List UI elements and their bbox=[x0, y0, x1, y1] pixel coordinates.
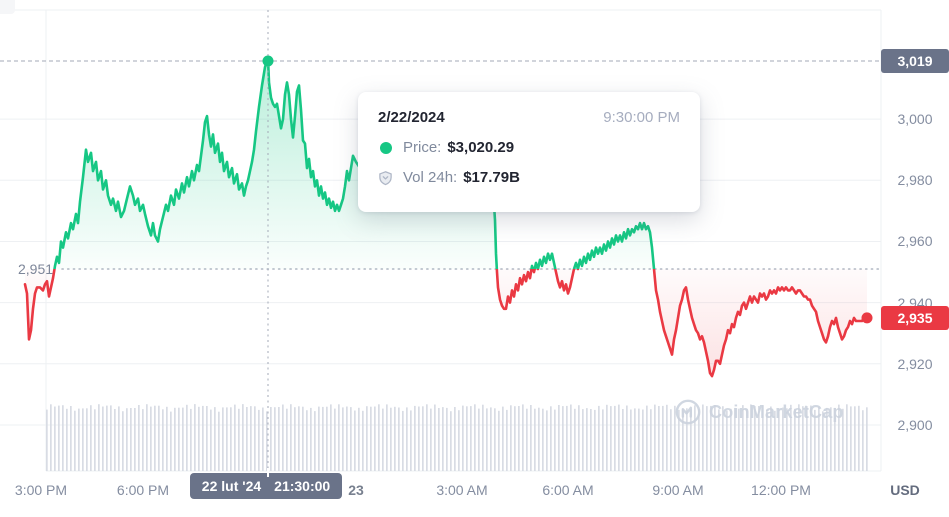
y-axis-tick-label: 2,900 bbox=[897, 416, 933, 433]
x-axis[interactable]: 3:00 PM 6:00 PM 22 lut '24 21:30:00 23 3:00 A… bbox=[0, 468, 949, 517]
open-price-label: 2,951 bbox=[18, 261, 54, 277]
y-axis-tick-label: 3,000 bbox=[897, 111, 933, 128]
x-axis-tick-label: 6:00 PM bbox=[116, 482, 170, 498]
tooltip-price-row: Price: $3,020.29 bbox=[378, 139, 680, 156]
tooltip-volume-label: Vol 24h: bbox=[403, 169, 458, 186]
x-axis-tick-label: 3:00 PM bbox=[14, 482, 68, 498]
watermark: CoinMarketCap bbox=[674, 398, 844, 426]
x-axis-tick-label: 6:00 AM bbox=[542, 482, 594, 498]
corner-chip bbox=[0, 0, 15, 14]
y-axis-tick-label: 2,960 bbox=[897, 233, 933, 250]
crosshair-notch bbox=[267, 468, 269, 477]
chart-tooltip: 2/22/2024 9:30:00 PM Price: $3,020.29 Vo… bbox=[358, 92, 700, 212]
x-axis-tick-label: 23 bbox=[348, 482, 364, 498]
tooltip-volume-value: $17.79B bbox=[463, 169, 520, 186]
shield-icon bbox=[378, 170, 393, 186]
watermark-text: CoinMarketCap bbox=[709, 401, 844, 422]
x-axis-tick-label: 3:00 AM bbox=[436, 482, 488, 498]
y-axis-price-badge: 3,019 bbox=[881, 49, 949, 73]
x-axis-tick-label: 12:00 PM bbox=[751, 482, 811, 498]
tooltip-date: 2/22/2024 bbox=[378, 109, 445, 126]
y-axis[interactable]: 3,019 3,000 2,980 2,960 2,940 2,935 2,920 2,900 bbox=[881, 0, 949, 471]
volume-bars bbox=[46, 404, 868, 471]
tooltip-time: 9:30:00 PM bbox=[603, 109, 680, 126]
price-dot-icon bbox=[378, 141, 393, 154]
last-price-marker bbox=[861, 312, 873, 324]
tooltip-price-label: Price: bbox=[403, 139, 442, 156]
y-axis-price-badge: 2,935 bbox=[881, 305, 949, 330]
tooltip-price-value: $3,020.29 bbox=[447, 139, 515, 156]
x-axis-tick-label: 9:00 AM bbox=[652, 482, 704, 498]
crosshair-date: 22 lut '24 bbox=[201, 478, 262, 494]
tooltip-volume-row: Vol 24h: $17.79B bbox=[378, 169, 680, 186]
x-axis-crosshair-badge: 22 lut '24 21:30:00 bbox=[190, 468, 342, 499]
x-axis-currency-label: USD bbox=[890, 482, 920, 498]
coinmarketcap-logo-icon bbox=[674, 398, 702, 426]
peak-price-marker bbox=[262, 55, 274, 67]
y-axis-tick-label: 2,920 bbox=[897, 355, 933, 372]
y-axis-tick-label: 2,980 bbox=[897, 172, 933, 189]
crosshair-time: 21:30:00 bbox=[274, 478, 331, 494]
